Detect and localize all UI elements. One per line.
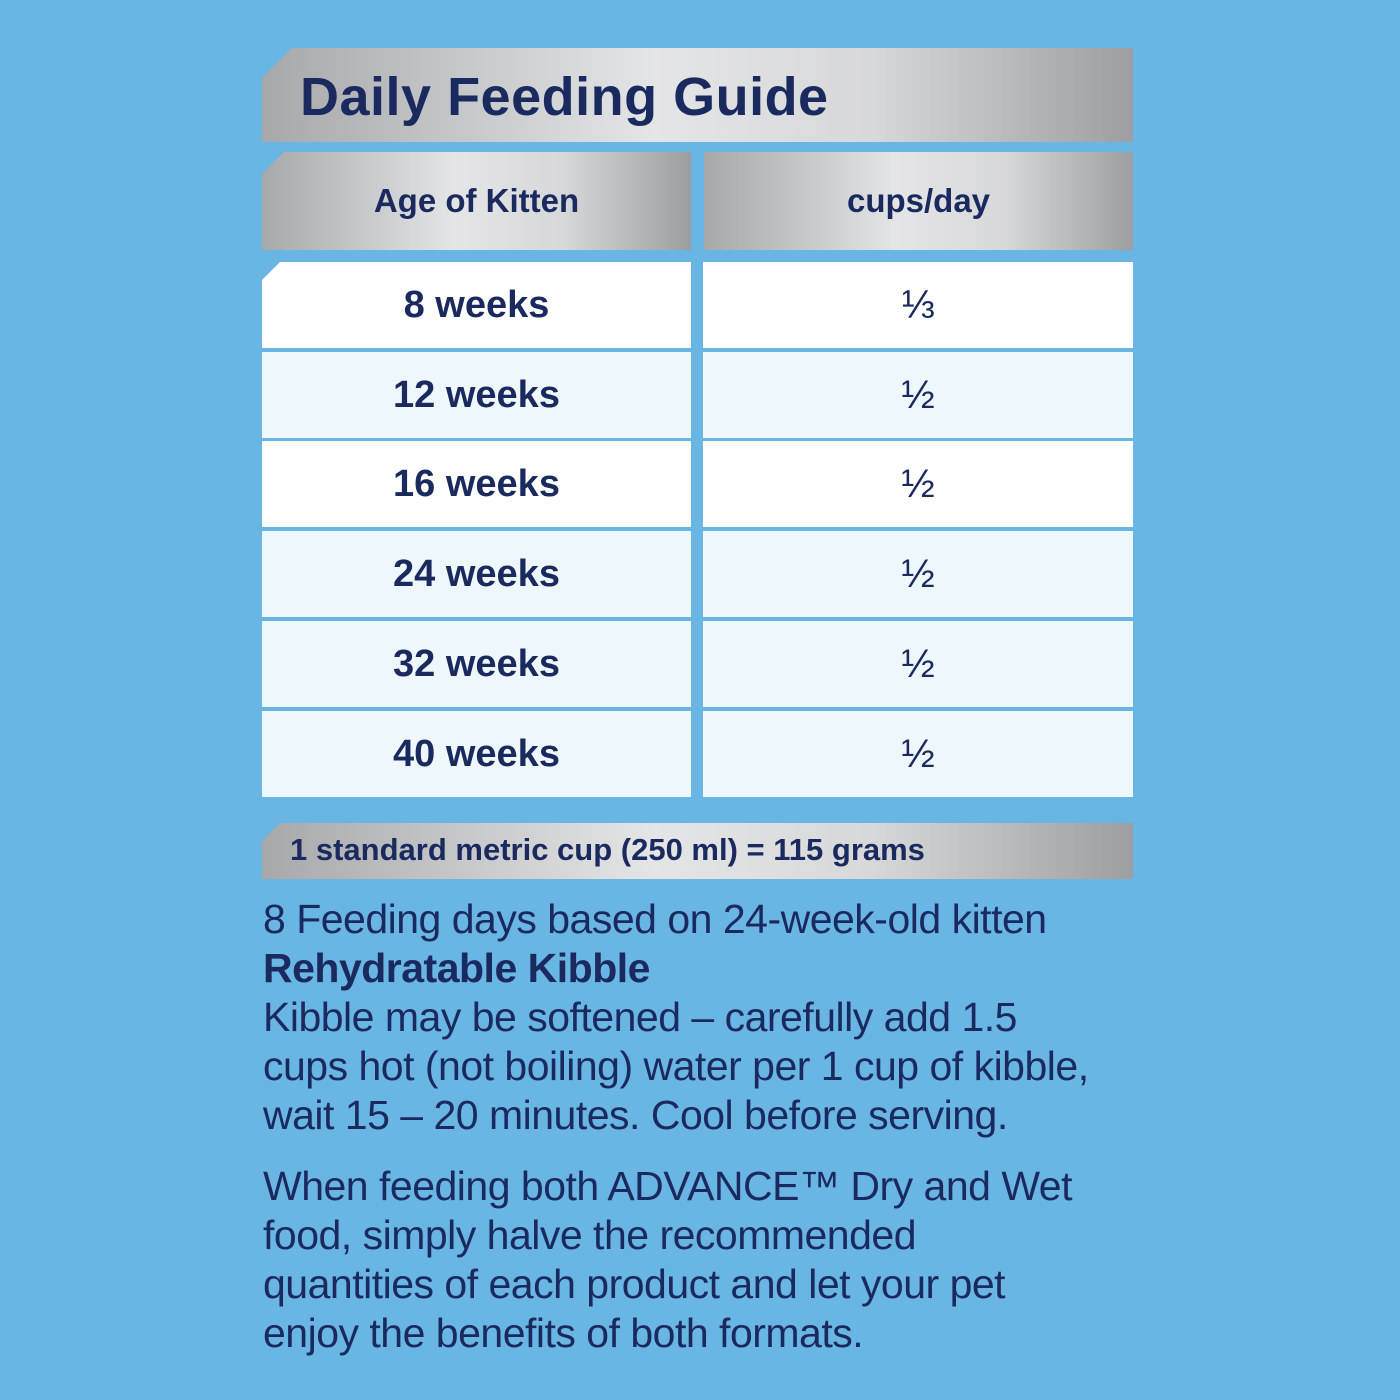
kibble-heading: Rehydratable Kibble — [263, 945, 650, 991]
mixed-feeding-line: enjoy the benefits of both formats. — [263, 1310, 864, 1356]
page-title: Daily Feeding Guide — [300, 67, 829, 127]
feeding-notes: 8 Feeding days based on 24-week-old kitt… — [263, 895, 1163, 1358]
row-cups: ½ — [703, 531, 1133, 617]
row-cups: ½ — [703, 352, 1133, 438]
title-banner: Daily Feeding Guide — [262, 48, 1133, 142]
row-age: 8 weeks — [262, 262, 691, 348]
row-age: 40 weeks — [262, 711, 691, 797]
header-cups: cups/day — [704, 152, 1133, 250]
row-cups: ½ — [703, 621, 1133, 707]
row-cups: ½ — [703, 711, 1133, 797]
mixed-feeding-line: quantities of each product and let your … — [263, 1261, 1006, 1307]
mixed-feeding-line: food, simply halve the recommended — [263, 1212, 917, 1258]
row-cups: ½ — [703, 441, 1133, 527]
kibble-instructions-line: cups hot (not boiling) water per 1 cup o… — [263, 1043, 1089, 1089]
feeding-days-text: 8 Feeding days based on 24-week-old kitt… — [263, 896, 1047, 942]
kibble-instructions-line: wait 15 – 20 minutes. Cool before servin… — [263, 1092, 1008, 1138]
kibble-instructions-line: Kibble may be softened – carefully add 1… — [263, 994, 1017, 1040]
row-cups: ⅓ — [703, 262, 1133, 348]
row-age: 24 weeks — [262, 531, 691, 617]
header-age: Age of Kitten — [262, 152, 691, 250]
row-age: 16 weeks — [262, 441, 691, 527]
row-age: 12 weeks — [262, 352, 691, 438]
row-age: 32 weeks — [262, 621, 691, 707]
conversion-text: 1 standard metric cup (250 ml) = 115 gra… — [290, 832, 925, 867]
conversion-banner: 1 standard metric cup (250 ml) = 115 gra… — [262, 823, 1133, 879]
mixed-feeding-line: When feeding both ADVANCE™ Dry and Wet — [263, 1163, 1073, 1209]
